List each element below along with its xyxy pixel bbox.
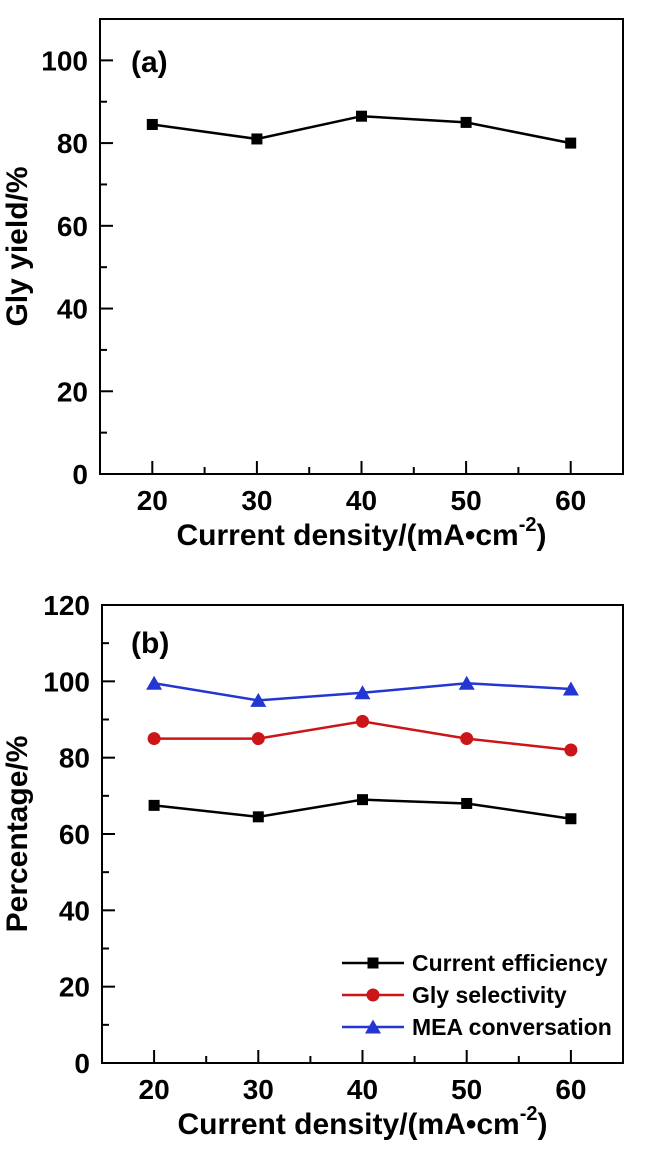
data-point-marker-square: [461, 797, 473, 809]
y-tick-label: 100: [41, 45, 88, 76]
data-point-marker-circle: [564, 743, 578, 757]
data-point-marker-square: [565, 813, 577, 825]
x-tick-label: 50: [451, 1074, 482, 1105]
x-tick-label: 40: [347, 1074, 378, 1105]
x-tick-label: 20: [137, 485, 168, 516]
y-tick-label: 60: [57, 211, 88, 242]
x-tick-label: 20: [139, 1074, 170, 1105]
data-point-marker-triangle: [562, 681, 579, 696]
y-axis-title: Percentage/%: [1, 736, 34, 933]
data-point-marker-circle: [460, 732, 474, 746]
y-tick-label: 0: [72, 459, 88, 490]
x-axis-title: Current density/(mA•cm-2): [176, 514, 546, 552]
data-point-marker-square: [460, 116, 472, 128]
chart-frame: [99, 18, 624, 475]
data-point-marker-square: [356, 110, 367, 122]
data-point-marker-triangle: [146, 675, 163, 690]
legend-label: Current efficiency: [412, 950, 608, 976]
x-tick-label: 50: [451, 485, 482, 516]
data-point-marker-square: [565, 137, 577, 149]
data-point-marker-square: [252, 811, 264, 823]
x-axis-title: Current density/(mA•cm-2): [177, 1103, 547, 1141]
legend-label: Gly selectivity: [412, 982, 567, 1008]
data-point-marker-square: [146, 118, 158, 130]
panel-label: (a): [131, 46, 168, 79]
panel-label: (b): [131, 627, 169, 660]
legend-label: MEA conversation: [412, 1014, 612, 1040]
y-tick-label: 20: [57, 376, 88, 407]
y-tick-label: 120: [43, 590, 90, 621]
x-tick-label: 60: [555, 485, 586, 516]
data-point-marker-circle: [147, 732, 161, 746]
data-point-marker-circle: [251, 732, 265, 746]
data-point-marker-triangle: [365, 1019, 381, 1034]
y-tick-label: 20: [59, 972, 90, 1003]
y-tick-label: 60: [59, 819, 90, 850]
data-point-marker-triangle: [458, 675, 475, 690]
x-tick-label: 40: [346, 485, 377, 516]
x-tick-label: 30: [241, 485, 272, 516]
data-point-marker-circle: [356, 714, 369, 728]
chart-frame: [101, 604, 624, 1064]
y-tick-label: 40: [59, 895, 90, 926]
y-tick-label: 80: [59, 743, 90, 774]
data-point-marker-square: [357, 794, 368, 806]
y-tick-label: 80: [57, 128, 88, 159]
data-point-marker-triangle: [354, 685, 371, 700]
chart-panel-b: 20 30 40 50 60 0 20 40 60 80 100 120 (b) Percentage/%…: [1, 590, 624, 1141]
data-point-marker-triangle: [250, 692, 267, 707]
x-tick-label: 60: [555, 1074, 586, 1105]
y-tick-label: 40: [57, 294, 88, 325]
x-tick-label: 30: [243, 1074, 274, 1105]
data-point-marker-square: [251, 133, 263, 145]
data-point-marker-circle: [366, 988, 380, 1002]
y-tick-label: 100: [43, 666, 90, 697]
y-axis-title: Gly yield/%: [1, 166, 34, 326]
data-point-marker-square: [148, 799, 160, 811]
chart-panel-a: 20 30 40 50 60 0 20 40 60 80 100 (a) Gly yield/% Curr…: [1, 18, 624, 552]
y-tick-label: 0: [74, 1048, 90, 1079]
data-point-marker-square: [367, 957, 379, 969]
